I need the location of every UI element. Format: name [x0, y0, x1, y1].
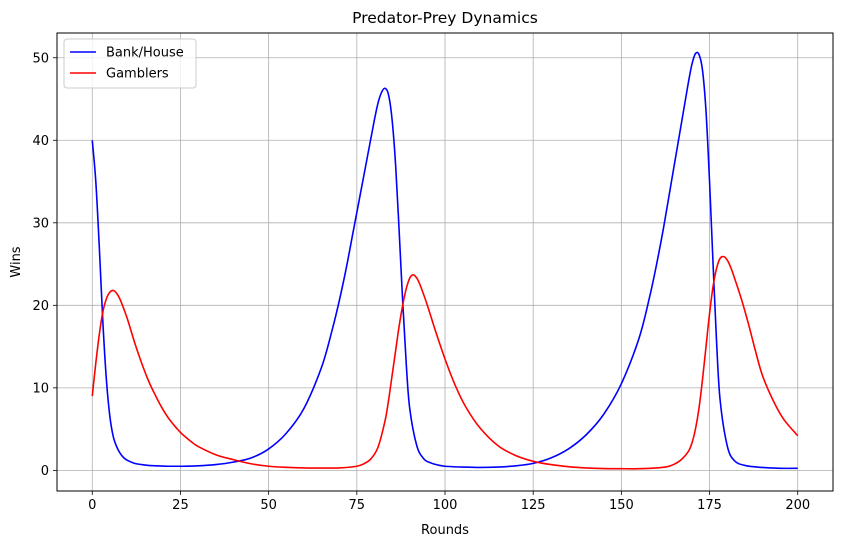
legend: Bank/House Gamblers	[63, 38, 197, 89]
x-tick-label: 125	[521, 498, 546, 513]
y-tick-label: 10	[32, 381, 49, 396]
series-line-gamblers	[91, 255, 799, 470]
legend-box	[63, 38, 197, 89]
x-tick-label: 100	[433, 498, 458, 513]
legend-label: Gamblers	[106, 67, 169, 82]
x-axis-ticks: 0 25 50 75 100 125 150 175 200	[88, 491, 810, 513]
y-axis-label: Wins	[9, 246, 24, 277]
chart-title: Predator-Prey Dynamics	[352, 9, 538, 27]
y-tick-label: 30	[32, 216, 49, 231]
x-tick-label: 0	[88, 498, 96, 513]
series-lines	[91, 51, 799, 470]
y-axis-ticks: 0 10 20 30 40 50	[32, 51, 57, 479]
y-tick-label: 50	[32, 51, 49, 66]
x-tick-label: 200	[785, 498, 810, 513]
y-tick-label: 20	[32, 299, 49, 314]
x-tick-label: 75	[349, 498, 366, 513]
series-line-bank-house	[91, 51, 798, 470]
y-tick-label: 0	[41, 464, 49, 479]
legend-label: Bank/House	[106, 46, 184, 61]
x-tick-label: 25	[172, 498, 189, 513]
x-axis-label: Rounds	[421, 523, 469, 538]
x-tick-label: 175	[697, 498, 722, 513]
x-tick-label: 150	[609, 498, 634, 513]
x-tick-label: 50	[260, 498, 277, 513]
y-tick-label: 40	[32, 134, 49, 149]
